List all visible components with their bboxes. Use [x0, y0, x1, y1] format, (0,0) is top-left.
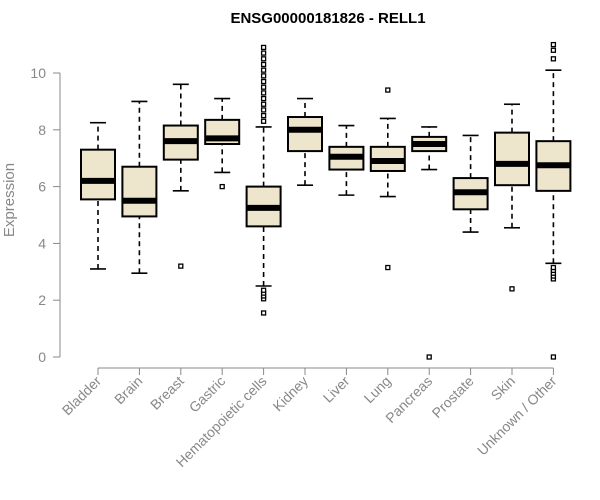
box-breast [162, 83, 199, 269]
iqr-box [494, 131, 530, 187]
outlier-point [385, 87, 391, 93]
box-skin [494, 103, 530, 292]
outlier-point [426, 354, 432, 360]
outlier-point [550, 354, 557, 360]
category-label: Prostate [429, 373, 477, 421]
outlier-point [260, 101, 267, 107]
chart-title: ENSG00000181826 - RELL1 [230, 10, 425, 27]
box-liver [328, 124, 365, 196]
category-label: Unknown / Other [474, 373, 560, 459]
outlier-point [260, 84, 267, 90]
outlier-point [260, 50, 267, 56]
outlier-point [260, 107, 267, 113]
box-pancreas [411, 126, 448, 360]
outlier-point [260, 61, 267, 68]
y-tick-label: 8 [38, 122, 46, 138]
box-series [80, 41, 572, 360]
box-gastric [204, 97, 241, 190]
outlier-point [178, 263, 184, 269]
outlier-point [385, 264, 391, 271]
outlier-point [260, 310, 267, 316]
box-lung [369, 87, 406, 271]
outlier-point [260, 73, 267, 79]
box-brain [121, 100, 158, 275]
outlier-point [260, 287, 267, 293]
y-tick-label: 4 [38, 235, 46, 251]
outlier-point [550, 264, 557, 271]
x-axis [97, 367, 554, 375]
iqr-box [287, 116, 323, 153]
outlier-point [509, 286, 515, 292]
outlier-point [550, 56, 557, 62]
y-axis: 0 2 4 6 8 10 [30, 65, 61, 365]
outlier-point [550, 47, 557, 53]
y-tick-label: 10 [30, 65, 46, 81]
outlier-point [260, 44, 267, 51]
outlier-point [219, 183, 225, 190]
box-prostate [452, 134, 489, 233]
outlier-point [260, 90, 267, 96]
box-hematopoietic-cells [245, 44, 282, 316]
y-tick-label: 6 [38, 179, 46, 195]
outlier-point [260, 95, 267, 102]
box-unknown-other [535, 41, 572, 360]
category-label: Brain [111, 373, 145, 407]
y-tick-label: 2 [38, 292, 46, 308]
iqr-box [80, 148, 116, 201]
outlier-point [260, 118, 267, 124]
category-label: Liver [320, 373, 353, 406]
box-bladder [80, 121, 116, 270]
iqr-box [121, 165, 158, 218]
y-axis-title: Expression [1, 163, 18, 237]
outlier-point [550, 41, 557, 48]
category-label: Lung [361, 373, 394, 406]
outlier-point [260, 78, 267, 85]
outlier-point [260, 67, 267, 73]
category-label: Kidney [270, 373, 312, 415]
category-label: Skin [488, 373, 519, 404]
outlier-point [260, 56, 267, 62]
y-tick-label: 0 [38, 349, 46, 365]
category-label: Bladder [59, 373, 105, 419]
outlier-point [260, 112, 267, 119]
box-kidney [287, 97, 323, 186]
category-label: Breast [147, 373, 187, 413]
